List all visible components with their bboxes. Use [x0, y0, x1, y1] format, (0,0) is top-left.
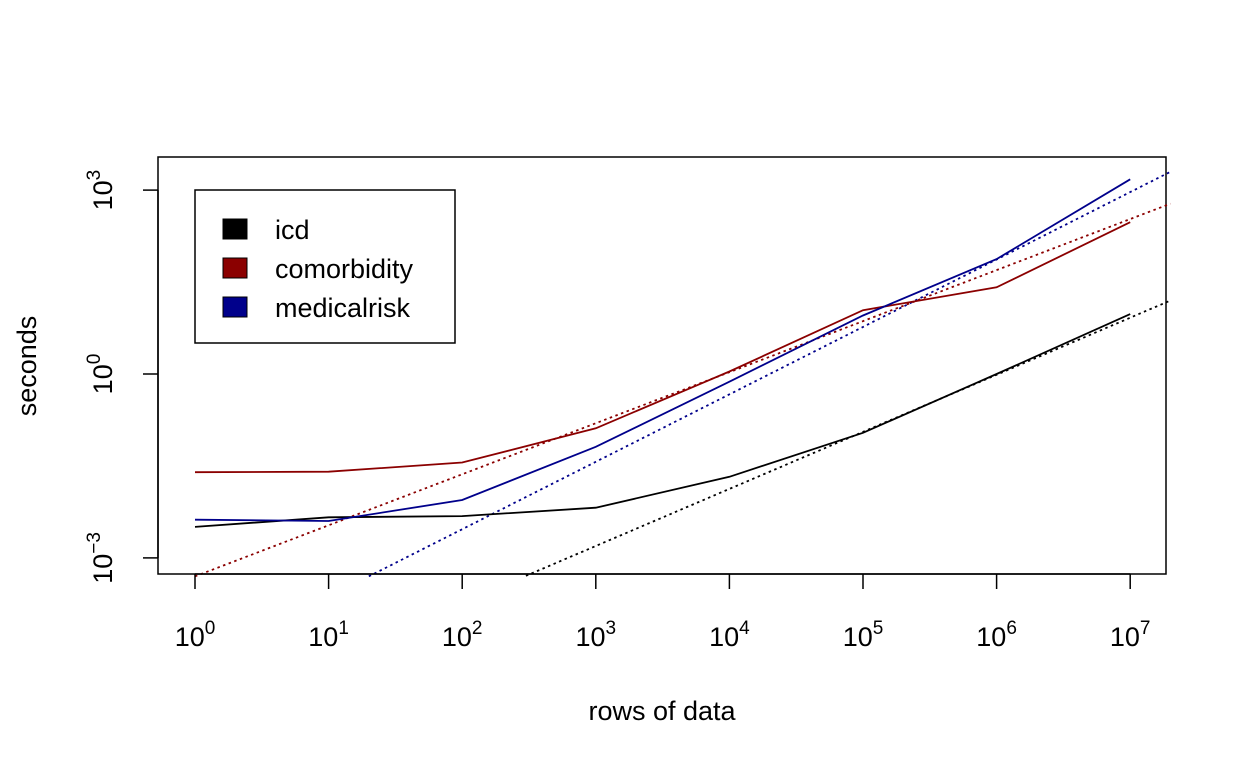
x-tick-label: 107	[1110, 618, 1151, 652]
x-tick-label: 105	[843, 618, 884, 652]
legend-label-icd: icd	[275, 215, 310, 245]
legend-swatch-medicalrisk	[222, 296, 248, 318]
legend-swatch-comorbidity	[222, 257, 248, 279]
y-tick-label: 103	[84, 170, 118, 211]
x-tick-label: 106	[976, 618, 1017, 652]
x-tick-label: 102	[442, 618, 483, 652]
fit-line-comorbidity	[194, 202, 1171, 578]
x-axis-label: rows of data	[588, 696, 736, 726]
x-axis: 100 101 102 103 104 105 106 107	[175, 573, 1151, 652]
series-line-medicalrisk	[194, 178, 1131, 522]
y-tick-label: 10−3	[84, 532, 118, 584]
x-tick-label: 104	[709, 618, 750, 652]
fit-line-medicalrisk	[368, 170, 1171, 578]
legend-label-comorbidity: comorbidity	[275, 254, 414, 284]
y-axis: 10−3 100 103	[84, 170, 159, 584]
legend: icd comorbidity medicalrisk	[194, 189, 456, 344]
legend-label-medicalrisk: medicalrisk	[275, 293, 411, 323]
x-tick-label: 101	[308, 618, 349, 652]
y-axis-label: seconds	[12, 316, 42, 417]
x-tick-label: 103	[575, 618, 616, 652]
legend-swatch-icd	[222, 218, 248, 240]
series-lines	[194, 178, 1131, 528]
series-line-icd	[194, 313, 1131, 528]
series-line-comorbidity	[194, 221, 1131, 474]
x-tick-label: 100	[175, 618, 216, 652]
y-tick-label: 100	[84, 354, 118, 395]
